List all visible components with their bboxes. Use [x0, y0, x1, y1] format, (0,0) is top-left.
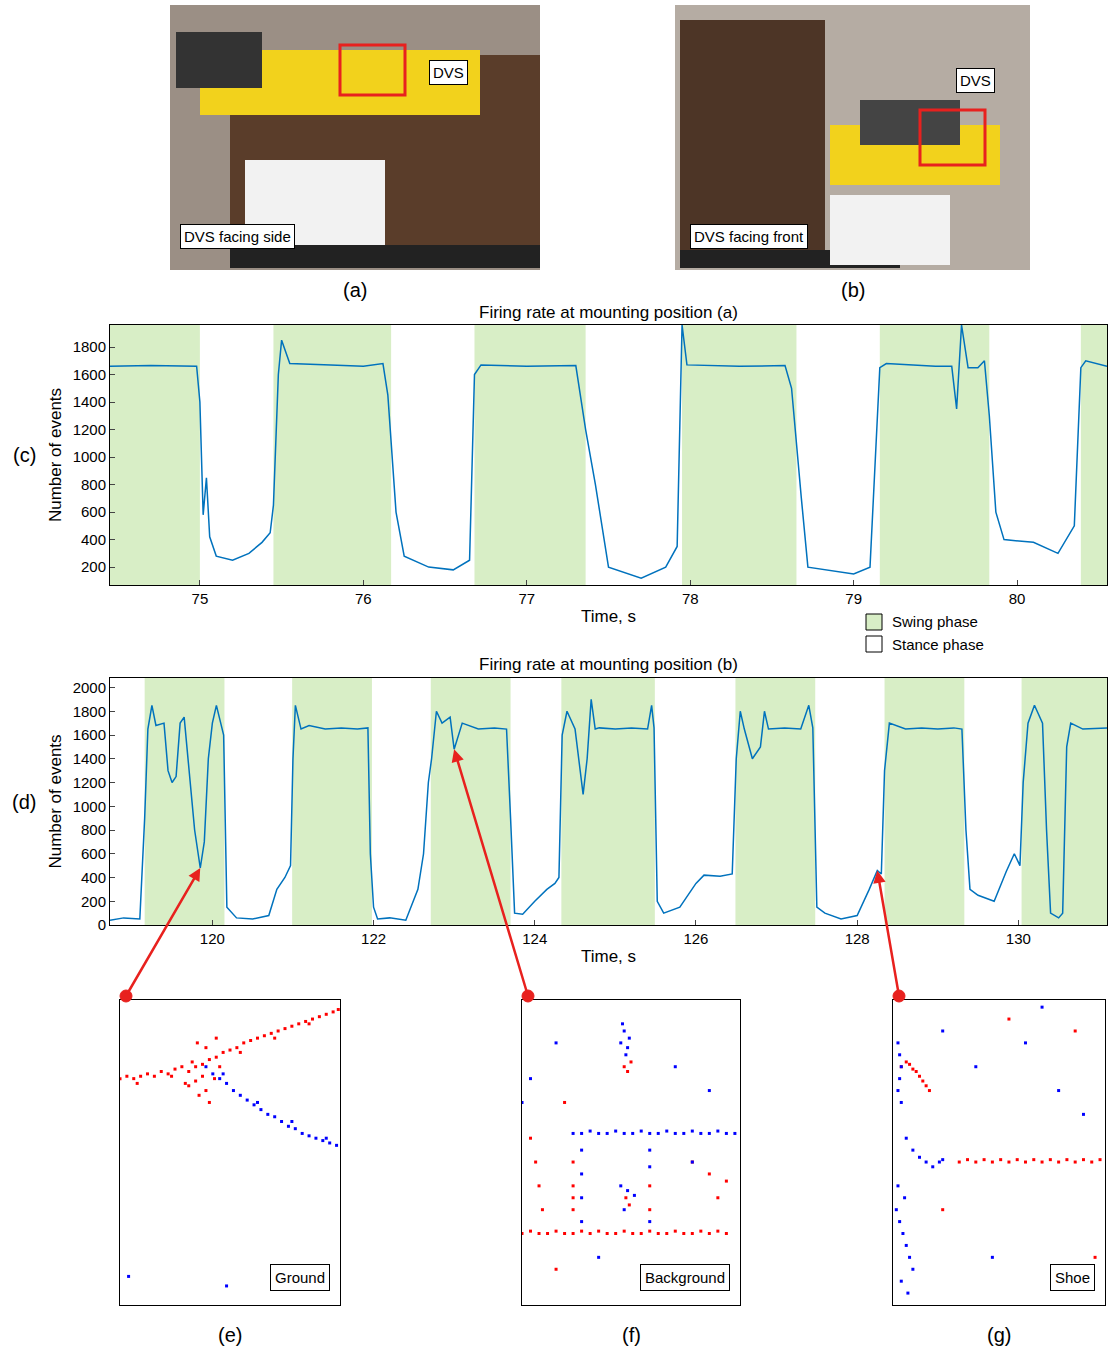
svg-text:DVS: DVS [960, 72, 991, 89]
svg-text:1400: 1400 [73, 393, 106, 410]
svg-text:1000: 1000 [73, 448, 106, 465]
svg-text:600: 600 [81, 503, 106, 520]
svg-text:1400: 1400 [73, 750, 106, 767]
svg-text:Number of events: Number of events [46, 388, 65, 522]
svg-text:(b): (b) [841, 279, 865, 301]
svg-text:Stance phase: Stance phase [892, 636, 984, 653]
svg-text:(g): (g) [987, 1324, 1011, 1346]
svg-text:800: 800 [81, 476, 106, 493]
svg-text:(a): (a) [343, 279, 367, 301]
svg-text:130: 130 [1006, 930, 1031, 947]
svg-text:1800: 1800 [73, 703, 106, 720]
svg-text:76: 76 [355, 590, 372, 607]
svg-text:600: 600 [81, 845, 106, 862]
svg-text:Time, s: Time, s [581, 607, 636, 626]
svg-text:79: 79 [845, 590, 862, 607]
svg-text:Swing phase: Swing phase [892, 613, 978, 630]
svg-text:400: 400 [81, 869, 106, 886]
svg-text:75: 75 [192, 590, 209, 607]
svg-text:1800: 1800 [73, 338, 106, 355]
svg-text:(c): (c) [13, 444, 36, 466]
svg-text:Firing rate at mounting positi: Firing rate at mounting position (b) [479, 655, 738, 674]
svg-text:Background: Background [645, 1269, 725, 1286]
svg-text:Number of events: Number of events [46, 734, 65, 868]
svg-text:(f): (f) [622, 1324, 641, 1346]
svg-text:200: 200 [81, 558, 106, 575]
svg-text:800: 800 [81, 821, 106, 838]
svg-text:400: 400 [81, 531, 106, 548]
svg-text:1600: 1600 [73, 366, 106, 383]
svg-text:1600: 1600 [73, 726, 106, 743]
svg-text:0: 0 [98, 916, 106, 933]
svg-text:DVS facing side: DVS facing side [184, 228, 291, 245]
svg-text:(d): (d) [12, 791, 36, 813]
svg-text:(e): (e) [218, 1324, 242, 1346]
svg-text:77: 77 [518, 590, 535, 607]
svg-text:Shoe: Shoe [1055, 1269, 1090, 1286]
svg-text:120: 120 [200, 930, 225, 947]
svg-text:DVS: DVS [433, 64, 464, 81]
svg-text:Ground: Ground [275, 1269, 325, 1286]
svg-text:128: 128 [845, 930, 870, 947]
svg-text:Time, s: Time, s [581, 947, 636, 966]
svg-text:1200: 1200 [73, 421, 106, 438]
svg-text:124: 124 [522, 930, 547, 947]
svg-text:2000: 2000 [73, 679, 106, 696]
svg-text:1200: 1200 [73, 774, 106, 791]
svg-text:Firing rate at mounting positi: Firing rate at mounting position (a) [479, 303, 738, 322]
svg-text:80: 80 [1009, 590, 1026, 607]
svg-text:200: 200 [81, 893, 106, 910]
svg-text:DVS facing front: DVS facing front [694, 228, 804, 245]
svg-text:122: 122 [361, 930, 386, 947]
svg-text:1000: 1000 [73, 798, 106, 815]
svg-text:126: 126 [683, 930, 708, 947]
svg-text:78: 78 [682, 590, 699, 607]
